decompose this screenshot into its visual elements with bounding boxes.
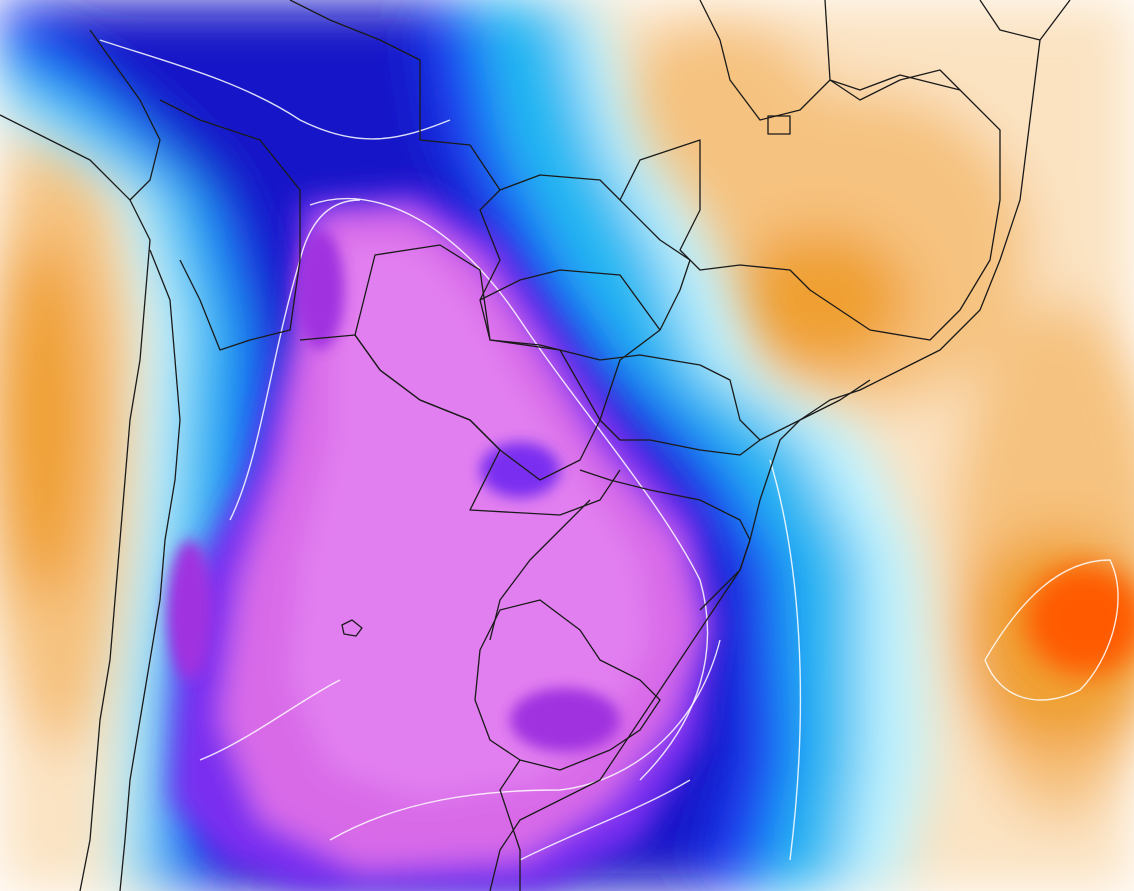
- contour-line-3: [329, 639, 721, 841]
- warm-patch-goias: [610, 20, 830, 220]
- contour-line-6: [99, 39, 451, 140]
- border-brazil-states: [499, 74, 1001, 341]
- border-uruguay: [474, 599, 661, 771]
- warm-patch-pacific-core: [0, 240, 90, 600]
- contour-line-1: [309, 197, 709, 781]
- hotspot-south-atlantic: [1025, 565, 1134, 675]
- border-rio-de-la-plata: [499, 759, 521, 891]
- purple-core-chaco: [296, 230, 344, 350]
- polar-core-layer: [168, 230, 620, 752]
- contour-line-2: [229, 199, 361, 521]
- orchid-air-mass: [290, 240, 650, 800]
- border-mato-grosso-sul: [479, 269, 661, 331]
- border-argentina-uruguay-river: [489, 499, 591, 641]
- coastline-pacific: [0, 114, 151, 891]
- border-parana-santa-catarina: [599, 419, 761, 456]
- border-sao-paulo: [599, 354, 871, 441]
- violet-core-parana: [480, 442, 560, 498]
- purple-core-uruguay: [510, 688, 620, 752]
- contour-line-7: [984, 559, 1119, 701]
- contour-line-4: [199, 679, 341, 761]
- federal-district-outline: [767, 115, 791, 135]
- warm-patch-minas-core: [730, 230, 910, 370]
- border-bolivia: [159, 99, 301, 351]
- contour-line-5: [769, 459, 802, 861]
- purple-core-andes: [168, 540, 212, 680]
- coastline-atlantic-south: [979, 0, 1071, 41]
- border-peru-bolivia: [89, 29, 161, 201]
- border-bahia: [829, 69, 961, 101]
- border-argentina-north: [299, 334, 621, 516]
- lake-outline: [341, 619, 363, 637]
- warm-hotspot-layer: [1025, 565, 1134, 675]
- contour-lines: [99, 39, 1119, 861]
- political-borders: [0, 0, 1071, 891]
- contour-line-8: [519, 779, 691, 861]
- coastline-atlantic: [489, 39, 1041, 891]
- border-rio-grande-do-sul: [579, 469, 751, 611]
- border-chile-argentina: [119, 249, 181, 891]
- border-goias: [599, 199, 691, 421]
